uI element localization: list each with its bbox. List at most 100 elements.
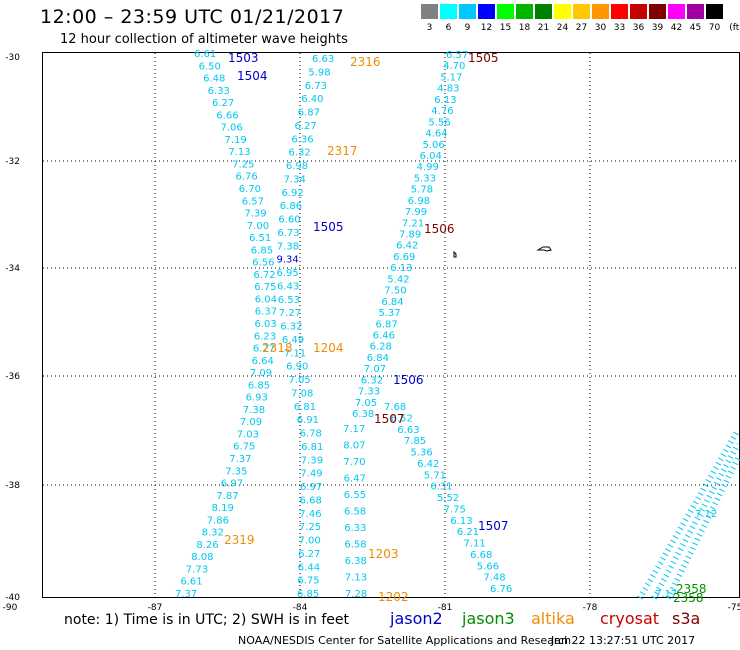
latitude-label: -40 — [5, 593, 20, 603]
swh-value: 6.32 — [280, 322, 302, 333]
swh-value: 7.03 — [237, 430, 259, 441]
legend-jason2: jason2 — [390, 609, 443, 628]
swh-value: 6.63 — [312, 54, 334, 65]
chart-title: 12:00 – 23:59 UTC 01/21/2017 — [40, 6, 345, 28]
swh-value: 6.85 — [251, 245, 273, 256]
longitude-label: -75 — [728, 603, 740, 613]
latitude-label: -36 — [5, 372, 20, 382]
color-scale-label: 6 — [445, 23, 452, 33]
swh-value: 6.47 — [344, 474, 366, 485]
island-shape — [453, 250, 457, 258]
swh-value: 7.86 — [207, 515, 229, 526]
swh-value: 6.60 — [278, 215, 300, 226]
swh-value: 6.98 — [286, 161, 308, 172]
color-swatch — [478, 4, 495, 19]
swh-value: 5.06 — [423, 140, 445, 151]
longitude-label: -81 — [438, 603, 453, 613]
color-swatch — [535, 4, 552, 19]
swh-value: 7.34 — [284, 174, 306, 185]
swh-value: 5.36 — [411, 448, 433, 459]
swh-value: 6.66 — [216, 110, 238, 121]
swh-value: 6.36 — [291, 134, 313, 145]
swh-value: 6.57 — [446, 50, 468, 61]
swh-value: 7.33 — [358, 387, 380, 398]
swh-value: 7.12 — [695, 509, 717, 520]
swh-value: 6.31 — [430, 482, 452, 493]
swh-value: 6.70 — [239, 184, 261, 195]
swh-value: 6.56 — [252, 258, 274, 269]
color-swatch — [459, 4, 476, 19]
swh-value: 7.27 — [279, 308, 301, 319]
swh-value: 7.05 — [289, 375, 311, 386]
swh-value: 6.53 — [278, 295, 300, 306]
swh-value: 6.76 — [490, 584, 512, 595]
latitude-label: -38 — [5, 481, 20, 491]
legend-s3a: s3a — [672, 609, 701, 628]
swh-value: 6.52 — [391, 413, 413, 424]
swh-value: 6.37 — [255, 307, 277, 318]
swh-value: 6.58 — [344, 540, 366, 551]
color-scale-label: 42 — [670, 23, 683, 33]
color-scale-label: 36 — [632, 23, 645, 33]
swh-value: 8.08 — [191, 552, 213, 563]
swh-value: 6.32 — [361, 375, 383, 386]
swh-value: 7.39 — [244, 209, 266, 220]
swh-value: 6.75 — [297, 576, 319, 587]
swh-value: 6.64 — [252, 356, 274, 367]
swh-value: 6.51 — [249, 233, 271, 244]
swh-value: 6.55 — [344, 490, 366, 501]
swh-value: 6.69 — [393, 252, 415, 263]
swh-value: 5.56 — [428, 117, 450, 128]
swh-value: 6.97 — [221, 479, 243, 490]
track-label: 1506 — [424, 222, 455, 236]
color-swatch — [649, 4, 666, 19]
swh-value: 7.49 — [300, 469, 322, 480]
color-scale-label: 9 — [464, 23, 471, 33]
longitude-label: -78 — [583, 603, 598, 613]
swh-value: 5.98 — [308, 67, 330, 78]
swh-value: 7.48 — [483, 573, 505, 584]
swh-value: 4.83 — [437, 84, 459, 95]
swh-value: 6.44 — [298, 562, 320, 573]
track-label: 2318 — [262, 341, 293, 355]
track-label: 2358 — [676, 582, 707, 596]
swh-value: 6.91 — [297, 415, 319, 426]
swh-value: 7.13 — [228, 147, 250, 158]
swh-value: 6.38 — [345, 556, 367, 567]
swh-value: 7.07 — [364, 364, 386, 375]
swh-value: 7.38 — [277, 241, 299, 252]
swh-value: 6.58 — [344, 507, 366, 518]
longitude-label: -90 — [3, 603, 18, 613]
legend-altika: altika — [531, 609, 575, 628]
swh-value: 7.25 — [299, 522, 321, 533]
color-scale-unit: (ft) — [729, 23, 740, 33]
swh-value: 6.75 — [254, 282, 276, 293]
swh-value: 4.76 — [431, 106, 453, 117]
swh-value: 6.40 — [301, 94, 323, 105]
swh-value: 6.13 — [390, 263, 412, 274]
swh-value: 6.23 — [254, 331, 276, 342]
swh-value: 5.17 — [440, 72, 462, 83]
color-scale-label: 30 — [594, 23, 607, 33]
track-label: 1503 — [228, 51, 259, 65]
track-label: 1504 — [237, 69, 268, 83]
dense-track — [651, 442, 740, 600]
note-text: note: 1) Time is in UTC; 2) SWH is in fe… — [64, 612, 350, 628]
color-swatch — [687, 4, 704, 19]
swh-value: 6.93 — [246, 393, 268, 404]
color-scale-label: 24 — [556, 23, 569, 33]
swh-value: 6.32 — [289, 148, 311, 159]
swh-value: 7.06 — [221, 123, 243, 134]
chart-subtitle: 12 hour collection of altimeter wave hei… — [60, 32, 348, 47]
swh-value: 6.73 — [277, 228, 299, 239]
swh-value: 8.07 — [343, 441, 365, 452]
swh-value: 6.81 — [294, 402, 316, 413]
swh-value: 7.68 — [384, 402, 406, 413]
track-label: 1204 — [313, 341, 344, 355]
swh-value: 6.13 — [434, 95, 456, 106]
longitude-label: -84 — [293, 603, 308, 613]
swh-value: 7.75 — [444, 504, 466, 515]
latitude-label: -30 — [5, 53, 20, 63]
swh-value: 6.27 — [295, 121, 317, 132]
swh-value: 7.00 — [247, 221, 269, 232]
